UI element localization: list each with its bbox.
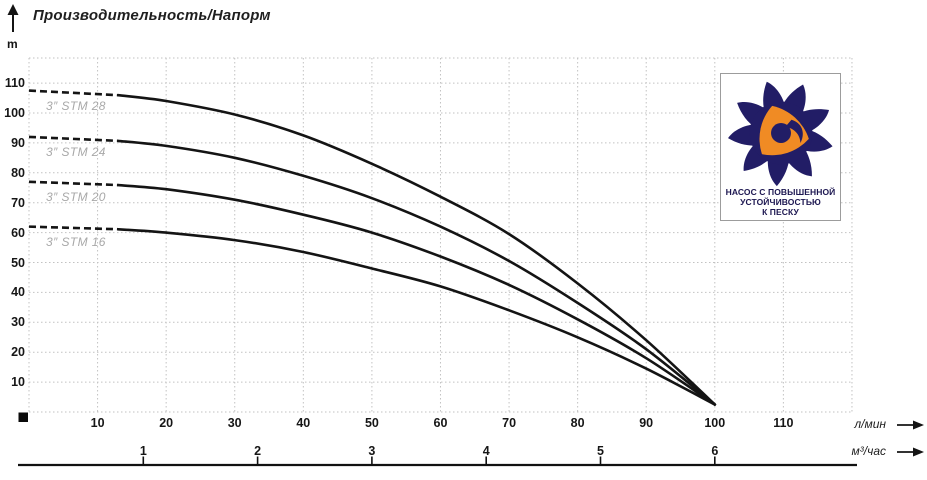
x-axis-lmin-arrow-icon (897, 420, 924, 430)
pump-curve-label: 3″ STM 20 (46, 189, 106, 204)
impeller-pinwheel-icon (728, 81, 833, 187)
pump-curve (116, 183, 717, 406)
x-axis-tick-label-lmin: 50 (364, 416, 379, 430)
x-axis-lmin-unit-label: л/мин (854, 417, 886, 431)
x-axis-tick-label-m3h: 4 (482, 444, 490, 458)
x-axis-tick-label-lmin: 90 (639, 416, 654, 430)
y-axis-arrow-icon (7, 4, 19, 32)
badge-caption-line2: УСТОЙЧИВОСТЬЮ (740, 197, 821, 207)
y-axis-tick-label: 30 (11, 315, 25, 330)
badge-caption-line3: К ПЕСКУ (762, 207, 799, 217)
y-axis-tick-label: 90 (11, 135, 25, 150)
pump-curve (116, 139, 717, 406)
y-axis-tick-label: 20 (11, 345, 25, 360)
pump-curve-label: 3″ STM 24 (46, 144, 106, 159)
x-axis-tick-label-lmin: 60 (433, 416, 448, 430)
y-axis-tick-label: 60 (11, 225, 25, 240)
x-axis-tick-label-lmin: 10 (90, 416, 105, 430)
y-axis-tick-label: 100 (4, 106, 25, 120)
pump-curve (116, 228, 717, 406)
y-axis-unit-label: m (7, 37, 18, 51)
x-axis-tick-label-lmin: 70 (502, 416, 517, 430)
x-axis-tick-label-m3h: 6 (711, 444, 719, 458)
pump-curve-dashed-segment (28, 89, 119, 97)
y-axis-tick-label: 50 (11, 255, 25, 270)
y-axis-tick-label: 70 (11, 195, 25, 210)
sand-resistance-badge: НАСОС С ПОВЫШЕННОЙ УСТОЙЧИВОСТЬЮ К ПЕСКУ (720, 73, 841, 221)
x-axis-tick-label-m3h: 3 (368, 444, 376, 458)
y-axis-tick-label: 40 (11, 285, 25, 300)
x-axis-tick-label-lmin: 100 (704, 416, 726, 430)
pump-curve-dashed-segment (28, 180, 119, 187)
pump-curve-label: 3″ STM 28 (46, 98, 106, 113)
x-axis-tick-label-lmin: 110 (773, 416, 794, 430)
x-axis-m3h-arrow-icon (897, 447, 924, 457)
pump-curve-label: 3″ STM 16 (46, 234, 106, 249)
badge-caption-line1: НАСОС С ПОВЫШЕННОЙ (725, 187, 836, 197)
x-axis-tick-label-lmin: 30 (227, 416, 242, 430)
x-axis-tick-label-lmin: 80 (570, 416, 585, 430)
y-axis-tick-label: 110 (4, 76, 25, 91)
x-axis-tick-label-m3h: 5 (597, 444, 604, 458)
y-axis-tick-label: 80 (11, 165, 25, 180)
badge-caption: НАСОС С ПОВЫШЕННОЙ УСТОЙЧИВОСТЬЮ К ПЕСКУ (721, 187, 840, 217)
origin-marker-square (18, 412, 28, 422)
x-axis-tick-label-m3h: 1 (139, 444, 147, 458)
x-axis-tick-label-lmin: 20 (159, 416, 174, 430)
x-axis-tick-label-lmin: 40 (296, 416, 311, 430)
pump-curve (116, 93, 717, 406)
y-axis-tick-label: 10 (11, 375, 25, 390)
pump-curve-dashed-segment (28, 135, 119, 143)
chart-title: Производительность/Напорм (33, 7, 271, 24)
x-axis-tick-label-m3h: 2 (254, 444, 262, 458)
pump-curve-dashed-segment (28, 225, 119, 231)
x-axis-m3h-unit-label: м³/час (851, 444, 886, 458)
